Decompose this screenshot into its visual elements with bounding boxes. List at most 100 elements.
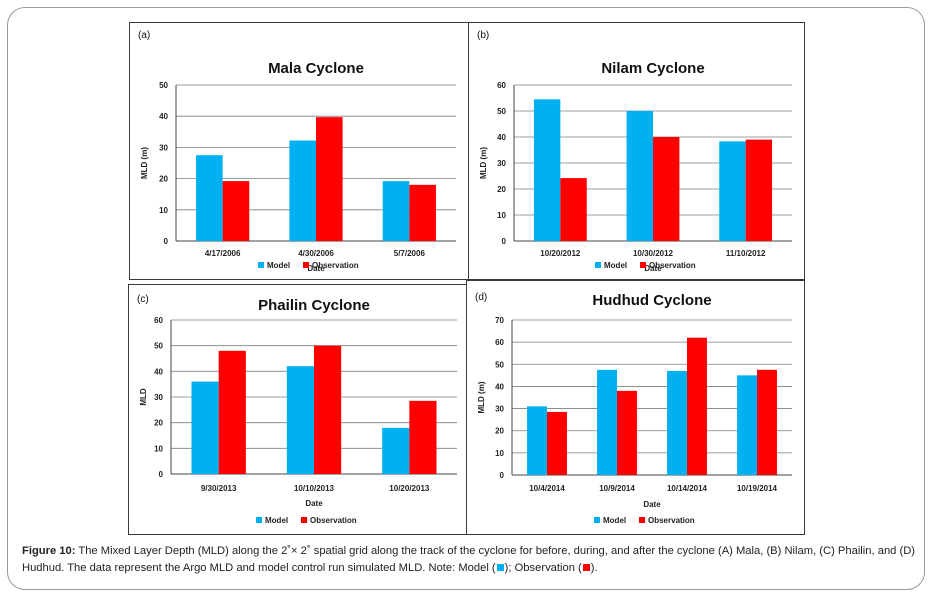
bar-observation bbox=[409, 184, 436, 241]
bar-observation bbox=[314, 345, 342, 474]
bar-observation bbox=[316, 117, 343, 241]
x-tick-label: 9/30/2013 bbox=[201, 484, 237, 493]
y-tick-label: 30 bbox=[154, 393, 163, 402]
legend-observation-swatch bbox=[301, 517, 307, 523]
bar-model bbox=[289, 140, 316, 241]
bar-model bbox=[196, 155, 223, 241]
y-tick-label: 20 bbox=[497, 185, 506, 194]
bar-observation bbox=[218, 350, 246, 474]
y-tick-label: 40 bbox=[497, 133, 506, 142]
bar-model bbox=[286, 366, 314, 474]
x-tick-label: 10/10/2013 bbox=[294, 484, 335, 493]
y-tick-label: 50 bbox=[154, 342, 163, 351]
y-axis-label: MLD (m) bbox=[479, 147, 488, 179]
panel-c: 0 10 20 30 40 50 60 9/30/2013 10/10/2013 10/20/20… bbox=[128, 284, 469, 535]
x-tick-label: 10/19/2014 bbox=[737, 484, 778, 493]
bar-model bbox=[527, 406, 547, 475]
x-axis-label: Date bbox=[644, 264, 662, 273]
legend-model-swatch bbox=[256, 517, 262, 523]
panel-d: 0 10 20 30 40 50 60 70 10/4/2014 10/9/2014 10/14/2… bbox=[466, 280, 805, 535]
legend-observation-label: Observation bbox=[312, 261, 359, 270]
y-tick-label: 20 bbox=[495, 427, 504, 436]
bar-observation bbox=[757, 369, 777, 475]
x-tick-label: 4/17/2006 bbox=[205, 249, 241, 258]
chart-hudhud: 0 10 20 30 40 50 60 70 10/4/2014 10/9/2014 10/14/2… bbox=[475, 292, 792, 525]
panel-label: (d) bbox=[475, 292, 487, 303]
panel-b: 0 10 20 30 40 50 60 10/20/2012 10/30/2012 11/10/2… bbox=[468, 22, 805, 280]
bar-observation bbox=[687, 337, 707, 475]
model-swatch-icon bbox=[496, 564, 504, 571]
x-tick-label: 5/7/2006 bbox=[394, 249, 426, 258]
caption-mid: ); Observation ( bbox=[504, 562, 582, 574]
bar-model bbox=[626, 111, 653, 241]
x-axis-label: Date bbox=[643, 500, 661, 509]
y-tick-label: 10 bbox=[495, 449, 504, 458]
y-tick-label: 60 bbox=[495, 338, 504, 347]
legend-model-label: Model bbox=[603, 516, 626, 525]
panel-label: (a) bbox=[138, 30, 150, 41]
y-tick-label: 30 bbox=[497, 159, 506, 168]
y-tick-label: 60 bbox=[154, 316, 163, 325]
caption-text: The Mixed Layer Depth (MLD) along the 2˚… bbox=[22, 545, 916, 574]
chart-title: Mala Cyclone bbox=[268, 60, 364, 77]
x-tick-label: 10/14/2014 bbox=[667, 484, 708, 493]
bar-observation bbox=[653, 137, 680, 241]
bar-observation bbox=[547, 411, 567, 475]
x-axis-label: Date bbox=[305, 499, 323, 508]
y-tick-label: 40 bbox=[495, 382, 504, 391]
chart-mala: 0 10 20 30 40 50 4/17/2006 4/30/2006 5/7/2006 Mal… bbox=[138, 30, 456, 273]
bar-observation bbox=[745, 139, 773, 241]
y-tick-label: 20 bbox=[159, 175, 168, 184]
x-tick-label: 4/30/2006 bbox=[298, 249, 334, 258]
legend-model-swatch bbox=[595, 262, 601, 268]
legend-observation-swatch bbox=[639, 517, 645, 523]
legend-observation-label: Observation bbox=[310, 516, 357, 525]
chart-title: Hudhud Cyclone bbox=[592, 292, 711, 309]
bar-observation bbox=[560, 178, 587, 241]
x-tick-label: 11/10/2012 bbox=[726, 249, 766, 258]
x-tick-label: 10/20/2013 bbox=[389, 484, 430, 493]
y-tick-label: 20 bbox=[154, 419, 163, 428]
panel-label: (b) bbox=[477, 30, 489, 41]
y-tick-label: 40 bbox=[154, 367, 163, 376]
legend-observation-swatch bbox=[640, 262, 646, 268]
x-axis-label: Date bbox=[307, 264, 325, 273]
legend-model-label: Model bbox=[265, 516, 288, 525]
caption-end: ). bbox=[590, 562, 598, 574]
y-tick-label: 0 bbox=[502, 237, 507, 246]
y-tick-label: 40 bbox=[159, 112, 168, 121]
y-tick-label: 0 bbox=[164, 237, 169, 246]
bar-model bbox=[382, 181, 410, 241]
bar-observation bbox=[222, 181, 250, 241]
x-tick-label: 10/4/2014 bbox=[529, 484, 565, 493]
y-tick-label: 60 bbox=[497, 81, 506, 90]
bar-observation bbox=[617, 390, 637, 475]
chart-title: Phailin Cyclone bbox=[258, 297, 370, 314]
x-tick-label: 10/20/2012 bbox=[540, 249, 581, 258]
caption-label: Figure 10: bbox=[22, 545, 76, 557]
bar-model bbox=[382, 427, 410, 474]
y-tick-label: 10 bbox=[154, 444, 163, 453]
observation-swatch-icon bbox=[582, 564, 590, 571]
x-tick-label: 10/9/2014 bbox=[599, 484, 635, 493]
legend-observation-label: Observation bbox=[649, 261, 696, 270]
y-tick-label: 50 bbox=[159, 81, 168, 90]
chart-title: Nilam Cyclone bbox=[601, 60, 704, 77]
x-tick-label: 10/30/2012 bbox=[633, 249, 674, 258]
figure-caption: Figure 10: The Mixed Layer Depth (MLD) a… bbox=[22, 543, 917, 577]
chart-phailin: 0 10 20 30 40 50 60 9/30/2013 10/10/2013 10/20/20… bbox=[137, 294, 457, 525]
bar-model bbox=[533, 99, 561, 241]
y-axis-label: MLD bbox=[139, 388, 148, 406]
y-tick-label: 0 bbox=[159, 470, 164, 479]
bar-model bbox=[597, 369, 617, 475]
legend-model-label: Model bbox=[604, 261, 627, 270]
y-tick-label: 50 bbox=[497, 107, 506, 116]
y-tick-label: 50 bbox=[495, 360, 504, 369]
y-tick-label: 10 bbox=[159, 206, 168, 215]
y-tick-label: 10 bbox=[497, 211, 506, 220]
bar-observation bbox=[409, 400, 437, 474]
y-tick-label: 30 bbox=[495, 405, 504, 414]
legend-model-swatch bbox=[594, 517, 600, 523]
y-tick-label: 0 bbox=[500, 471, 505, 480]
y-axis-label: MLD (m) bbox=[477, 381, 486, 413]
